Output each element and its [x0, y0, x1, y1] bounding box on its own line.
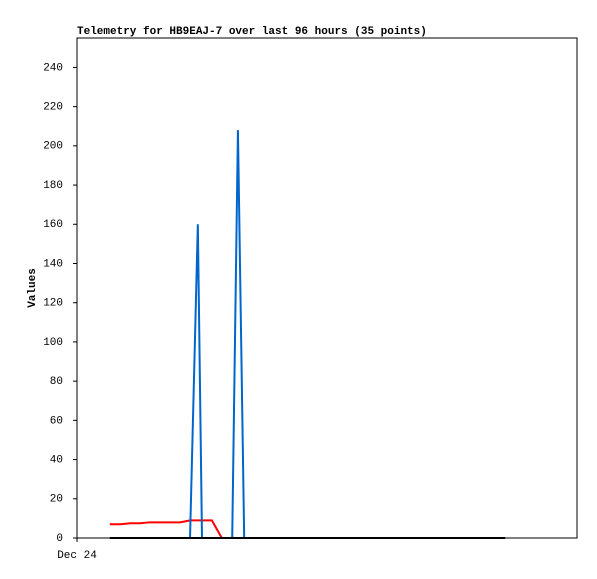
y-tick-label: 160 — [43, 219, 63, 231]
y-tick-label: 0 — [56, 533, 63, 545]
y-tick-label: 120 — [43, 298, 63, 310]
y-tick-label: 240 — [43, 62, 63, 74]
y-tick-label: 200 — [43, 141, 63, 153]
y-tick-label: 60 — [50, 415, 63, 427]
chart-title: Telemetry for HB9EAJ-7 over last 96 hour… — [77, 26, 427, 38]
y-tick-label: 180 — [43, 180, 63, 192]
y-tick-label: 140 — [43, 258, 63, 270]
y-tick-label: 40 — [50, 454, 63, 466]
y-tick-label: 220 — [43, 102, 63, 114]
y-tick-label: 20 — [50, 494, 63, 506]
y-axis-label: Values — [27, 268, 39, 308]
x-tick-label: Dec 24 — [57, 550, 97, 562]
y-tick-label: 100 — [43, 337, 63, 349]
y-tick-label: 80 — [50, 376, 63, 388]
